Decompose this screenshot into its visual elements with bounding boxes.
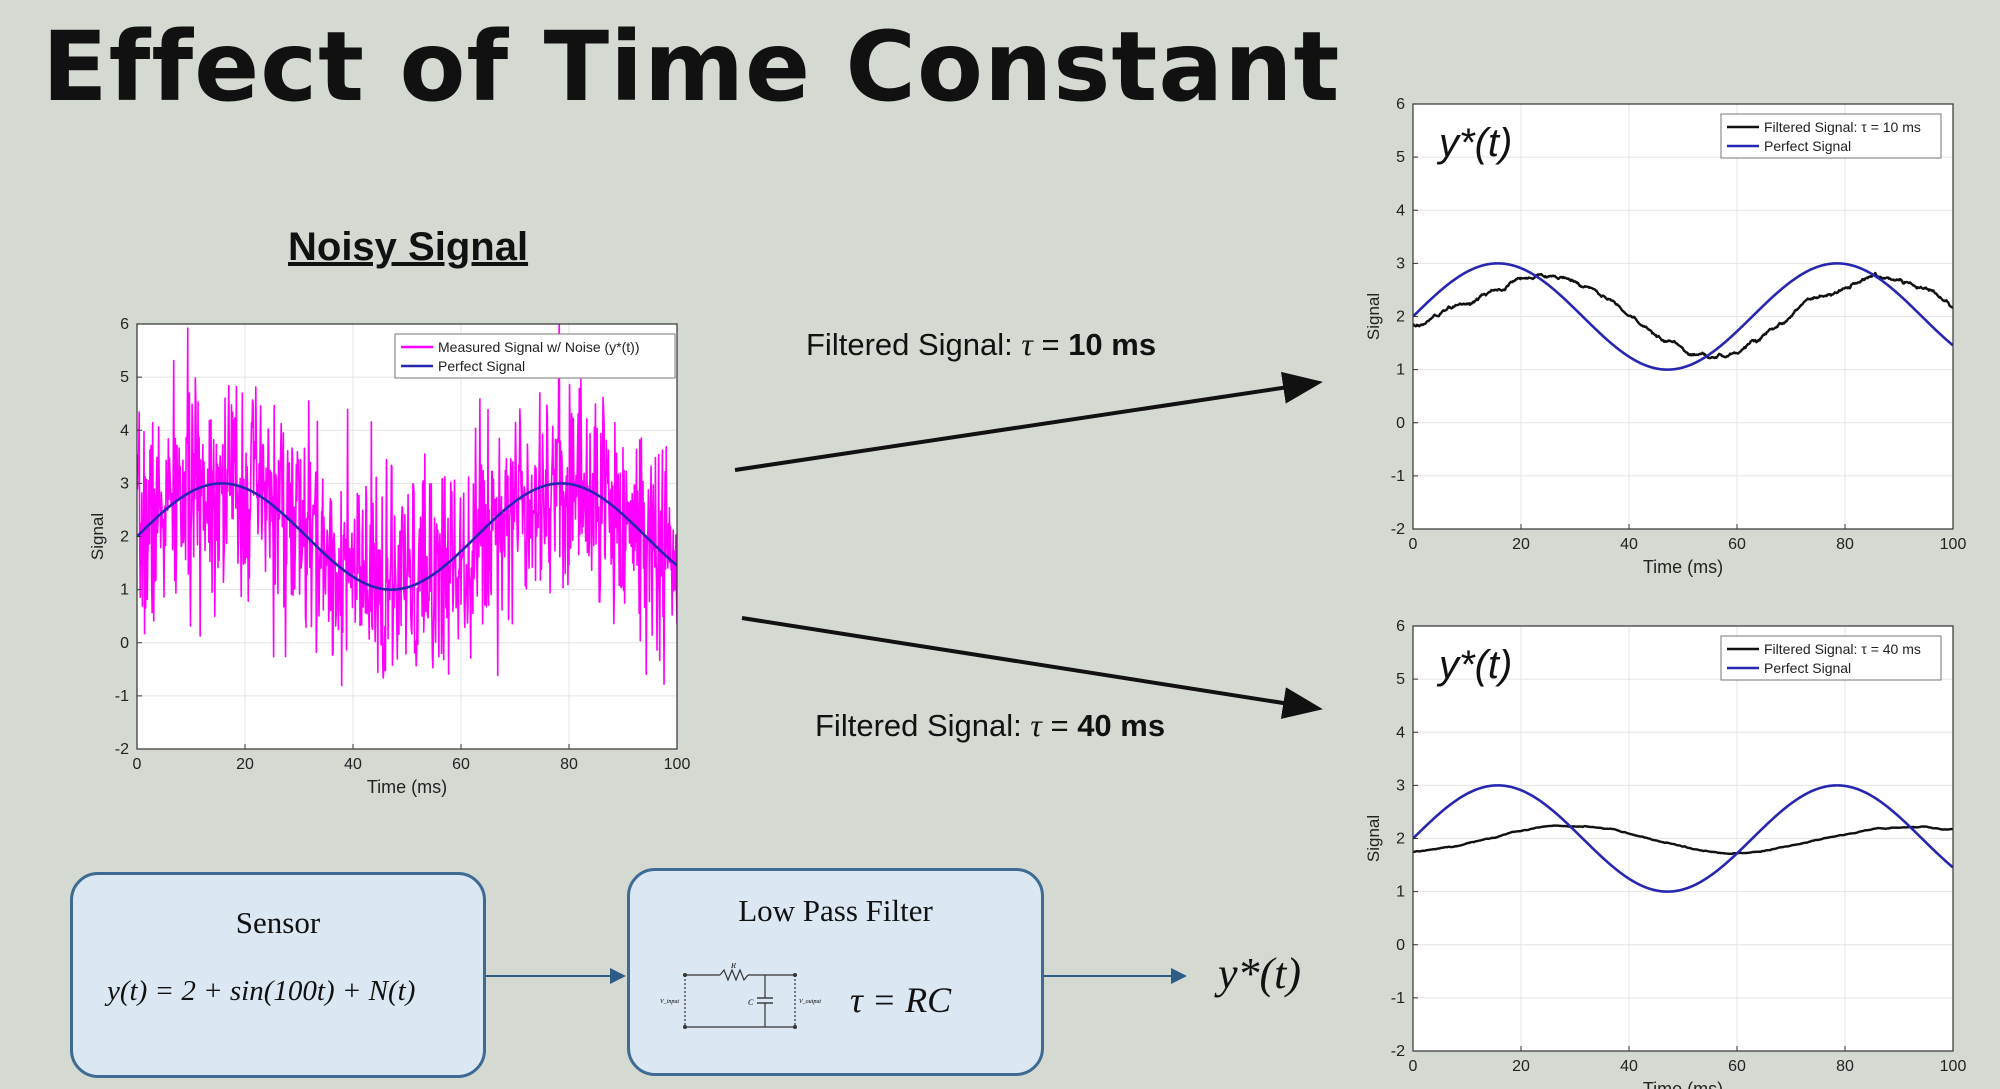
corner-label: y*(t) — [1436, 121, 1512, 165]
y-axis-label: Signal — [88, 513, 107, 560]
x-tick-label: 80 — [1836, 536, 1854, 553]
legend-label: Perfect Signal — [1764, 138, 1851, 154]
y-tick-label: -2 — [115, 741, 129, 758]
y-tick-label: 6 — [120, 316, 129, 333]
x-tick-label: 0 — [133, 756, 142, 773]
x-tick-label: 0 — [1409, 1058, 1418, 1075]
series-line-perfect — [1413, 262, 1953, 371]
y-tick-label: -2 — [1391, 521, 1405, 538]
x-tick-label: 20 — [1512, 536, 1530, 553]
y-tick-label: 6 — [1396, 618, 1405, 635]
y-tick-label: 2 — [120, 529, 129, 546]
legend-label: Filtered Signal: τ = 10 ms — [1764, 119, 1921, 135]
filtered-40ms-chart: 0 20 40 60 80 100 -2 -1 0 1 2 3 4 5 6 Time (ms) Signal y*… — [1364, 618, 1967, 1089]
y-tick-label: 1 — [120, 582, 129, 599]
circuit-c-label: C — [748, 998, 754, 1007]
series-line-filtered — [1413, 824, 1953, 856]
y-tick-label: 1 — [1396, 884, 1405, 901]
x-tick-label: 80 — [560, 756, 578, 773]
noisy-signal-chart: 0 20 40 60 80 100 -2 -1 0 1 2 3 4 5 6 Time (ms) Signal Me… — [88, 316, 691, 797]
x-tick-label: 100 — [1940, 536, 1967, 553]
x-tick-label: 20 — [236, 756, 254, 773]
y-axis-label: Signal — [1364, 293, 1383, 340]
y-tick-label: 5 — [1396, 671, 1405, 688]
y-tick-label: -1 — [1391, 468, 1405, 485]
circuit-vin-label: V_input — [660, 999, 679, 1005]
series-line-filtered — [1413, 271, 1953, 360]
y-tick-label: 0 — [1396, 415, 1405, 432]
arrow-label-40ms: Filtered Signal: τ = 40 ms — [815, 707, 1166, 743]
legend-label: Measured Signal w/ Noise (y*(t)) — [438, 339, 640, 355]
y-tick-label: 2 — [1396, 309, 1405, 326]
y-tick-label: 3 — [1396, 777, 1405, 794]
legend-label: Perfect Signal — [1764, 660, 1851, 676]
output-label: y*(t) — [1218, 949, 1302, 998]
noisy-signal-heading: Noisy Signal — [288, 225, 529, 269]
arrow-to-filtered-10ms — [734, 371, 1323, 472]
filter-title: Low Pass Filter — [738, 893, 933, 928]
x-tick-label: 40 — [1620, 536, 1638, 553]
legend-box — [1720, 635, 1942, 681]
sensor-title: Sensor — [235, 905, 321, 940]
corner-label: y*(t) — [1436, 643, 1512, 687]
x-axis-label: Time (ms) — [367, 777, 447, 797]
y-tick-label: -2 — [1391, 1043, 1405, 1060]
y-tick-label: 0 — [1396, 937, 1405, 954]
y-tick-label: 5 — [120, 369, 129, 386]
y-tick-label: 4 — [120, 422, 129, 439]
y-tick-label: 2 — [1396, 831, 1405, 848]
x-tick-label: 60 — [1728, 536, 1746, 553]
arrow-to-filtered-40ms — [741, 616, 1323, 719]
filtered-10ms-chart: 0 20 40 60 80 100 -2 -1 0 1 2 3 4 5 6 Time (ms) Signal y*… — [1364, 96, 1967, 577]
x-tick-label: 40 — [344, 756, 362, 773]
x-axis-label: Time (ms) — [1643, 1079, 1723, 1089]
circuit-r-label: R — [730, 963, 736, 970]
y-tick-label: 4 — [1396, 202, 1405, 219]
rc-circuit-icon: R C V_input V_output — [660, 963, 821, 1029]
x-tick-label: 100 — [664, 756, 691, 773]
slide-title: Effect of Time Constant — [42, 11, 1341, 123]
y-tick-label: 4 — [1396, 724, 1405, 741]
legend-label: Filtered Signal: τ = 40 ms — [1764, 641, 1921, 657]
legend-box — [394, 333, 676, 379]
x-axis-label: Time (ms) — [1643, 557, 1723, 577]
circuit-vout-label: V_output — [799, 999, 821, 1005]
y-tick-label: 6 — [1396, 96, 1405, 113]
arrow-label-10ms: Filtered Signal: τ = 10 ms — [806, 326, 1157, 362]
x-tick-label: 20 — [1512, 1058, 1530, 1075]
low-pass-filter-block: Low Pass Filter R C V_input V_output τ =… — [627, 868, 1044, 1076]
x-tick-label: 0 — [1409, 536, 1418, 553]
y-tick-label: -1 — [115, 688, 129, 705]
filter-equation: τ = RC — [850, 980, 952, 1020]
legend-label: Perfect Signal — [438, 358, 525, 374]
x-tick-label: 100 — [1940, 1058, 1967, 1075]
y-axis-label: Signal — [1364, 815, 1383, 862]
sensor-equation: y(t) = 2 + sin(100t) + N(t) — [107, 975, 416, 1007]
y-tick-label: 1 — [1396, 362, 1405, 379]
x-tick-label: 40 — [1620, 1058, 1638, 1075]
x-tick-label: 80 — [1836, 1058, 1854, 1075]
series-line-perfect — [137, 482, 677, 591]
y-tick-label: 5 — [1396, 149, 1405, 166]
y-tick-label: -1 — [1391, 990, 1405, 1007]
series-line-perfect — [1413, 784, 1953, 893]
y-tick-label: 3 — [1396, 255, 1405, 272]
x-tick-label: 60 — [452, 756, 470, 773]
x-tick-label: 60 — [1728, 1058, 1746, 1075]
y-tick-label: 3 — [120, 475, 129, 492]
sensor-block: Sensor y(t) = 2 + sin(100t) + N(t) — [70, 872, 486, 1078]
legend-box — [1720, 113, 1942, 159]
series-line-measured — [137, 324, 677, 687]
y-tick-label: 0 — [120, 635, 129, 652]
